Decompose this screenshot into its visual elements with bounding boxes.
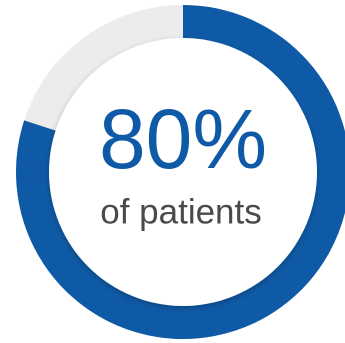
caption: of patients	[100, 192, 262, 231]
inner-disc	[49, 38, 317, 306]
ring	[16, 5, 345, 339]
ring-arc	[16, 5, 345, 339]
value-label: 80%	[99, 92, 267, 186]
